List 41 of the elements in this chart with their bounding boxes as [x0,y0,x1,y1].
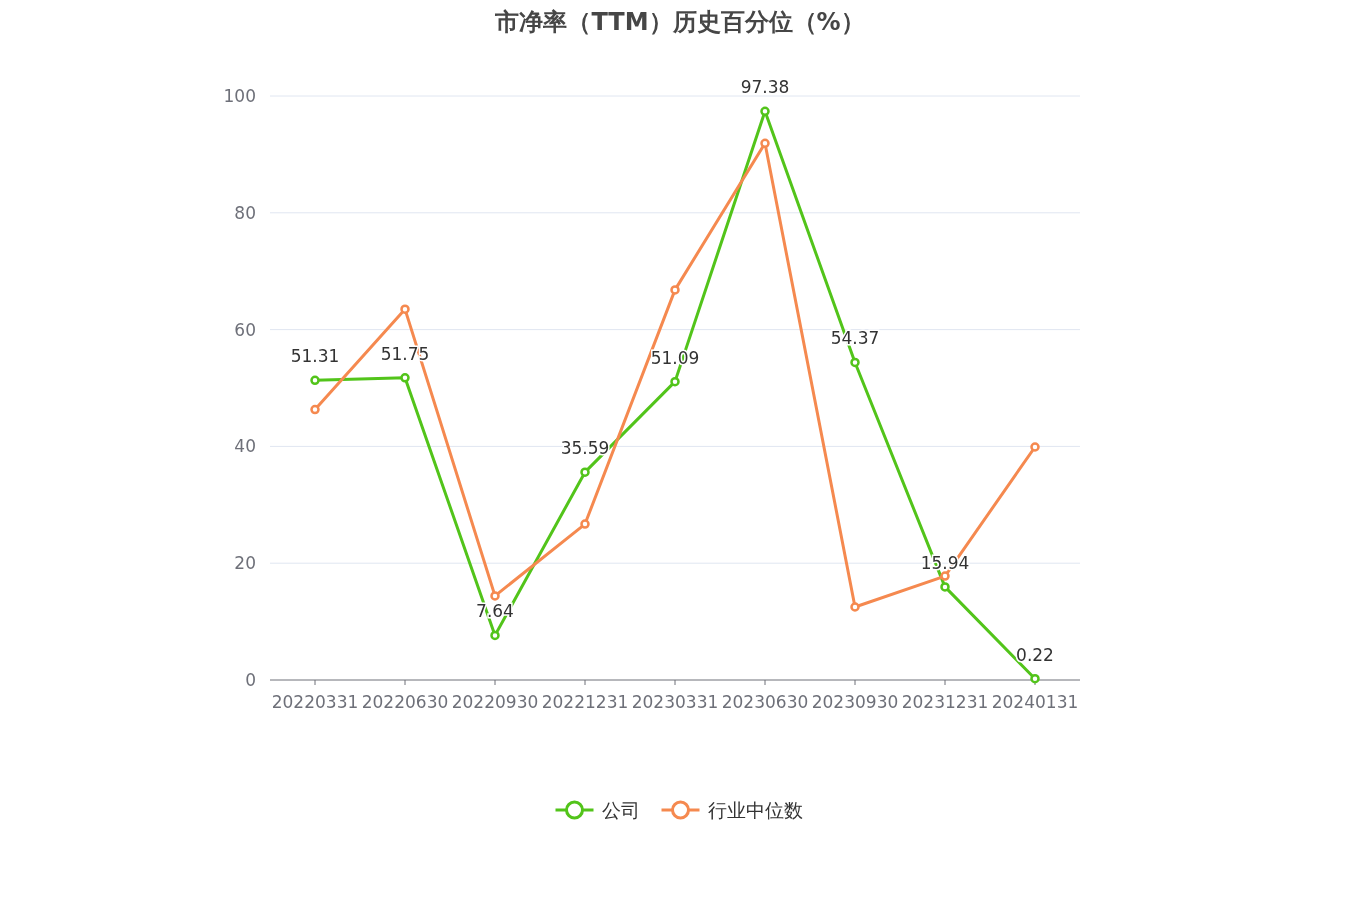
x-tick-label: 20230930 [811,692,899,712]
legend-label: 行业中位数 [707,799,803,821]
data-label: 35.59 [560,438,610,459]
point [940,582,950,592]
point [490,630,500,641]
legend-label: 公司 [601,799,640,821]
x-tick-label: 20220630 [361,692,449,712]
data-label: 97.38 [740,77,790,98]
x-tick-label: 20220331 [271,692,359,712]
point [400,304,410,314]
y-tick-label: 80 [234,202,256,223]
point [850,357,860,368]
data-label: 0.22 [1016,644,1054,665]
point [490,591,500,601]
point [580,467,590,477]
y-tick-label: 100 [223,86,256,106]
y-tick-label: 20 [234,553,256,574]
point [760,138,770,149]
x-tick-label: 20230630 [721,692,809,712]
chart-title: 市净率（TTM）历史百分位（%） [494,8,865,36]
point [940,571,950,581]
point [580,519,590,529]
x-tick-label: 20231231 [901,692,989,712]
point [310,404,320,415]
y-tick-label: 60 [234,319,256,340]
legend-item: 公司 [555,799,640,821]
x-tick-label: 20220930 [451,692,539,712]
x-tick-label: 20240131 [991,692,1079,712]
point [670,285,680,295]
data-label: 51.31 [290,346,340,367]
legend-item: 行业中位数 [661,799,803,821]
point [1030,442,1040,452]
point [400,373,410,383]
point [850,602,860,612]
y-tick-label: 40 [234,436,256,457]
point [310,375,320,386]
x-tick-label: 20221231 [541,692,629,712]
y-tick-label: 0 [245,670,256,690]
point [670,376,680,387]
point [1030,673,1040,684]
x-tick-label: 20230331 [631,692,719,712]
